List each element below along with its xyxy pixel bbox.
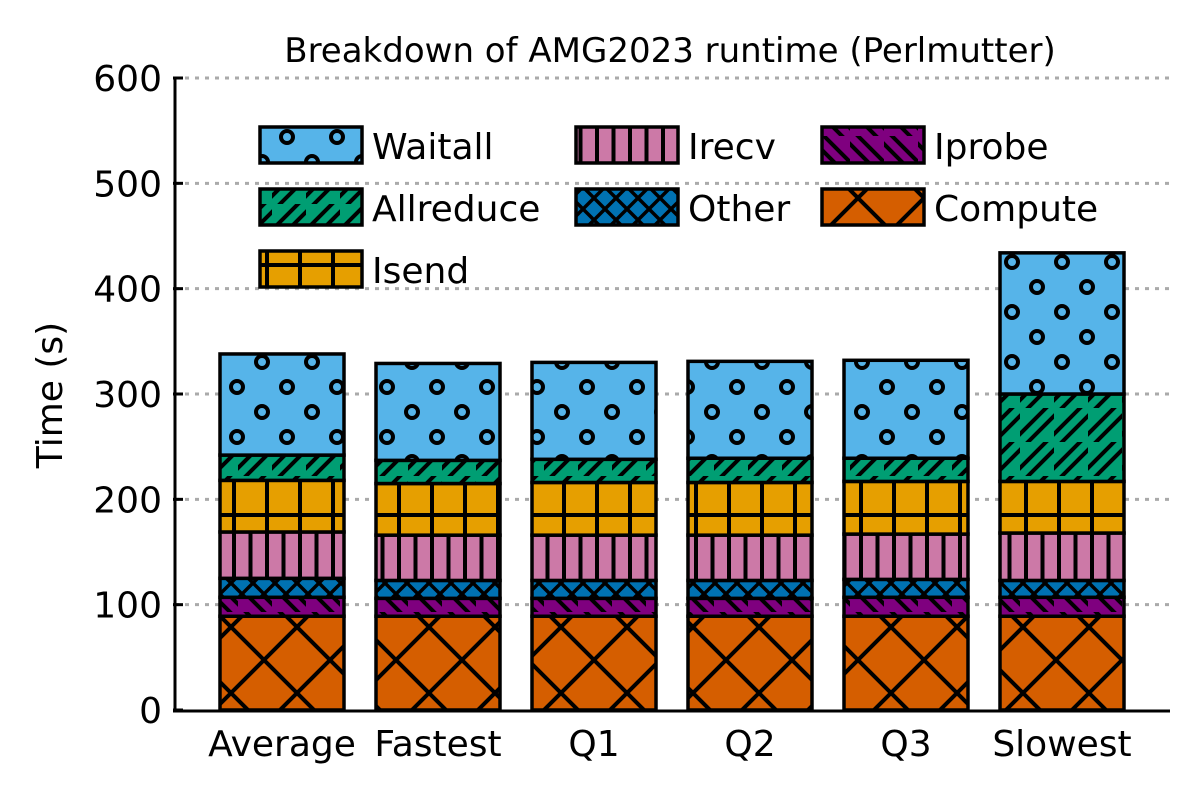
legend-swatch — [258, 187, 364, 227]
x-tick-label: Q3 — [880, 724, 931, 765]
bar-segment-iprobe — [842, 595, 970, 619]
bar-segment-irecv — [998, 531, 1126, 583]
bar-segment-isend — [530, 480, 658, 537]
bar-segment-irecv — [218, 530, 346, 581]
bar-segment-other — [686, 578, 814, 601]
bar-segment-compute — [374, 614, 502, 712]
bar-segment-allreduce — [218, 453, 346, 483]
bar-stack-fastest — [374, 361, 502, 712]
legend-label: Iprobe — [934, 127, 1049, 168]
legend-label: Irecv — [688, 127, 776, 168]
legend-label: Allreduce — [372, 189, 540, 230]
x-tick-label: Average — [208, 724, 356, 765]
bar-segment-allreduce — [530, 457, 658, 485]
bar-segment-waitall — [998, 251, 1126, 396]
bar-segment-isend — [998, 479, 1126, 535]
bar-segment-isend — [218, 478, 346, 534]
bar-segment-compute — [686, 614, 814, 712]
legend-swatch — [258, 249, 364, 289]
y-ticks: 0 100 200 300 400 500 600 — [93, 59, 183, 732]
bar-segment-iprobe — [218, 595, 346, 619]
y-axis-label: Time (s) — [30, 322, 71, 469]
y-tick-label: 600 — [93, 59, 162, 100]
legend-swatch — [574, 187, 680, 227]
legend-swatch — [574, 125, 680, 165]
bar-segment-other — [998, 578, 1126, 600]
legend-item-waitall: Waitall — [258, 125, 494, 168]
x-tick-label: Q1 — [568, 724, 619, 765]
bar-segment-compute — [842, 614, 970, 712]
bar-segment-irecv — [530, 533, 658, 583]
bar-segment-irecv — [686, 533, 814, 583]
bar-segment-other — [530, 578, 658, 601]
legend-swatch — [820, 187, 926, 227]
bar-segment-isend — [842, 479, 970, 536]
bar-segment-irecv — [374, 533, 502, 583]
bar-segment-other — [374, 578, 502, 601]
bar-segment-isend — [686, 480, 814, 537]
bars — [218, 251, 1126, 712]
legend-item-isend: Isend — [258, 249, 469, 292]
y-tick-label: 0 — [139, 691, 162, 732]
x-tick-label: Fastest — [374, 724, 501, 765]
bar-stack-average — [218, 352, 346, 712]
bar-segment-other — [218, 576, 346, 600]
bar-stack-q3 — [842, 358, 970, 712]
bar-segment-compute — [998, 614, 1126, 712]
y-tick-label: 100 — [93, 586, 162, 627]
bar-segment-waitall — [530, 360, 658, 462]
x-tick-label: Q2 — [724, 724, 775, 765]
x-tick-label: Slowest — [992, 724, 1131, 765]
bar-segment-allreduce — [686, 456, 814, 485]
bar-segment-waitall — [842, 358, 970, 461]
bar-segment-compute — [218, 614, 346, 712]
bar-segment-allreduce — [842, 456, 970, 484]
bar-segment-compute — [530, 614, 658, 712]
bar-segment-waitall — [218, 352, 346, 457]
bar-segment-waitall — [374, 361, 502, 463]
bar-segment-iprobe — [686, 596, 814, 619]
bar-stack-q2 — [686, 359, 814, 712]
bar-segment-allreduce — [374, 458, 502, 486]
legend-label: Compute — [934, 189, 1098, 230]
legend: Waitall Irecv Iprobe Allreduce Other Compute I… — [258, 125, 1098, 292]
bar-segment-irecv — [842, 532, 970, 582]
bar-segment-iprobe — [998, 595, 1126, 619]
bar-stack-q1 — [530, 360, 658, 712]
legend-item-compute: Compute — [820, 187, 1098, 230]
legend-item-iprobe: Iprobe — [820, 125, 1049, 168]
legend-swatch — [258, 125, 364, 165]
y-tick-label: 500 — [93, 164, 162, 205]
y-tick-label: 400 — [93, 270, 162, 311]
legend-swatch — [820, 125, 926, 165]
chart-title: Breakdown of AMG2023 runtime (Perlmutter… — [284, 31, 1056, 71]
bar-stack-slowest — [998, 251, 1126, 712]
legend-label: Waitall — [372, 127, 494, 168]
bar-segment-allreduce — [998, 392, 1126, 484]
bar-segment-iprobe — [374, 596, 502, 619]
bar-segment-iprobe — [530, 596, 658, 619]
x-ticks: Average Fastest Q1 Q2 Q3 Slowest — [208, 724, 1132, 765]
y-tick-label: 200 — [93, 480, 162, 521]
legend-item-irecv: Irecv — [574, 125, 776, 168]
bar-segment-waitall — [686, 359, 814, 461]
legend-label: Other — [688, 189, 790, 230]
bar-segment-isend — [374, 481, 502, 537]
legend-label: Isend — [372, 251, 469, 292]
legend-item-allreduce: Allreduce — [258, 187, 540, 230]
bar-segment-other — [842, 577, 970, 600]
y-tick-label: 300 — [93, 375, 162, 416]
legend-item-other: Other — [574, 187, 790, 230]
